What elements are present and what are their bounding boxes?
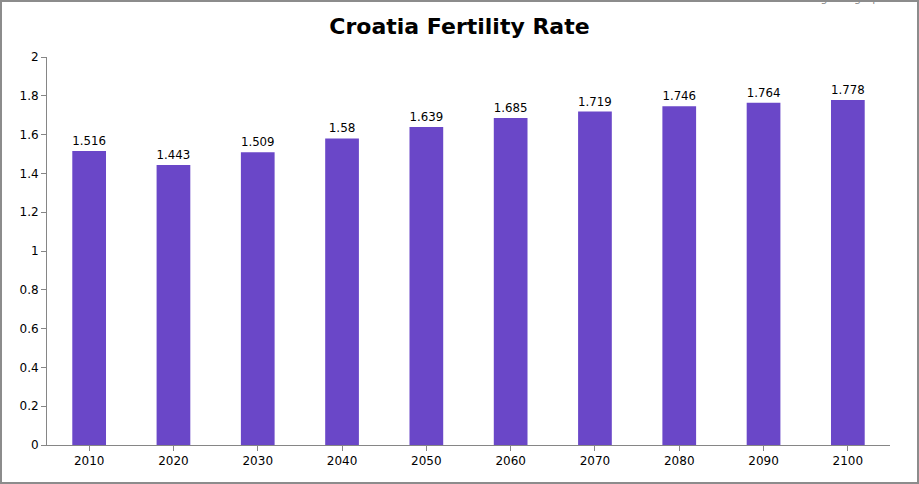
svg-text:2070: 2070 <box>580 454 611 468</box>
svg-text:2: 2 <box>31 50 39 64</box>
svg-text:1.778: 1.778 <box>831 83 865 97</box>
svg-text:Croatia Fertility Rate: Croatia Fertility Rate <box>329 14 589 39</box>
svg-text:1.764: 1.764 <box>747 86 781 100</box>
svg-text:1.6: 1.6 <box>20 128 39 142</box>
svg-text:0.6: 0.6 <box>20 322 39 336</box>
svg-text:1.746: 1.746 <box>662 89 696 103</box>
svg-text:1.685: 1.685 <box>494 101 528 115</box>
svg-text:2050: 2050 <box>411 454 442 468</box>
svg-text:2010: 2010 <box>74 454 105 468</box>
svg-text:0.8: 0.8 <box>20 283 39 297</box>
svg-text:1.719: 1.719 <box>578 95 612 109</box>
svg-text:1.2: 1.2 <box>20 205 39 219</box>
svg-text:2040: 2040 <box>327 454 358 468</box>
svg-text:1.516: 1.516 <box>72 134 106 148</box>
svg-text:2090: 2090 <box>748 454 779 468</box>
svg-text:0.4: 0.4 <box>20 361 39 375</box>
svg-text:2080: 2080 <box>664 454 695 468</box>
svg-text:0: 0 <box>31 438 39 452</box>
svg-text:2060: 2060 <box>495 454 526 468</box>
svg-text:1.639: 1.639 <box>410 110 444 124</box>
svg-text:© theglobalgraph.com: © theglobalgraph.com <box>788 2 913 5</box>
svg-text:2020: 2020 <box>158 454 189 468</box>
svg-text:2030: 2030 <box>242 454 273 468</box>
svg-text:1.4: 1.4 <box>20 167 39 181</box>
svg-text:0.2: 0.2 <box>20 399 39 413</box>
svg-text:1.509: 1.509 <box>241 135 275 149</box>
svg-text:2100: 2100 <box>833 454 864 468</box>
svg-text:1.443: 1.443 <box>157 148 191 162</box>
svg-text:1.58: 1.58 <box>329 121 356 135</box>
svg-text:1: 1 <box>31 244 39 258</box>
svg-text:1.8: 1.8 <box>20 89 39 103</box>
